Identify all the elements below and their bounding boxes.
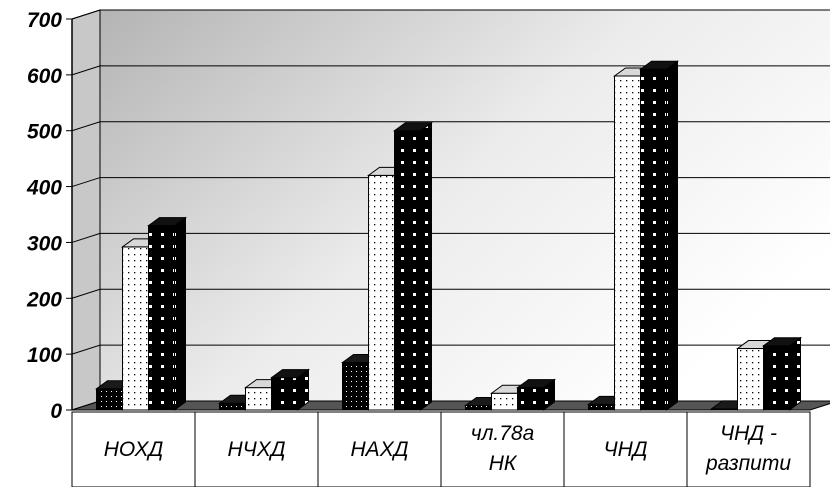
y-tick-label: 400 xyxy=(26,177,62,200)
back-wall xyxy=(99,9,830,402)
x-tick-label: ЧНД xyxy=(603,438,647,461)
y-tick-label: 700 xyxy=(27,9,62,32)
x-tick-label: НАХД xyxy=(351,438,409,461)
y-tick-label: 200 xyxy=(26,288,62,311)
y-tick-label: 100 xyxy=(27,344,62,367)
bar-side xyxy=(789,336,801,411)
bar-front xyxy=(342,362,369,411)
bar-front xyxy=(219,402,246,411)
bar-front xyxy=(737,348,764,411)
y-tick-label: 500 xyxy=(27,121,62,144)
bar-front xyxy=(271,377,298,411)
bar-side xyxy=(666,60,678,411)
x-tick-label: ЧНД - xyxy=(720,422,777,445)
gridline xyxy=(71,344,830,355)
bar-top xyxy=(515,379,557,389)
bar-top xyxy=(269,369,311,379)
y-tick-label: 300 xyxy=(27,232,62,255)
bar xyxy=(761,336,803,411)
bar-side xyxy=(420,121,432,411)
bar-top xyxy=(146,217,188,227)
bar-front xyxy=(148,225,175,411)
x-tick-label: НОХД xyxy=(104,438,164,461)
y-tick-label: 0 xyxy=(50,400,62,423)
bar xyxy=(146,216,188,411)
bar-top xyxy=(392,122,434,132)
gridline xyxy=(71,177,830,188)
gridline xyxy=(71,121,830,132)
bar xyxy=(515,378,557,411)
gridline xyxy=(71,232,830,243)
gridline xyxy=(71,65,830,76)
bar-front xyxy=(245,387,272,411)
bar xyxy=(269,368,311,411)
bar-top xyxy=(638,60,680,70)
bar-front xyxy=(588,403,615,411)
bar-front xyxy=(465,405,492,411)
bar-front xyxy=(614,75,641,411)
bar-front xyxy=(763,345,790,411)
x-tick-label: чл.78а xyxy=(471,422,535,445)
gridline xyxy=(71,288,830,299)
bar-side xyxy=(174,216,186,411)
bar-front xyxy=(368,174,395,411)
bar-front xyxy=(640,68,667,411)
gridline xyxy=(71,9,830,20)
x-tick-label: НК xyxy=(489,452,518,475)
bar xyxy=(392,121,434,411)
y-tick-label: 600 xyxy=(27,65,62,88)
x-tick-label: НЧХД xyxy=(227,438,285,461)
bar xyxy=(638,60,680,411)
bar-top xyxy=(761,337,803,347)
bar-front xyxy=(394,130,421,411)
bar-front xyxy=(491,392,518,411)
bar-front xyxy=(96,388,123,411)
bar-front xyxy=(517,387,544,411)
bar-front xyxy=(122,246,149,411)
x-tick-label: разпити xyxy=(705,452,791,475)
